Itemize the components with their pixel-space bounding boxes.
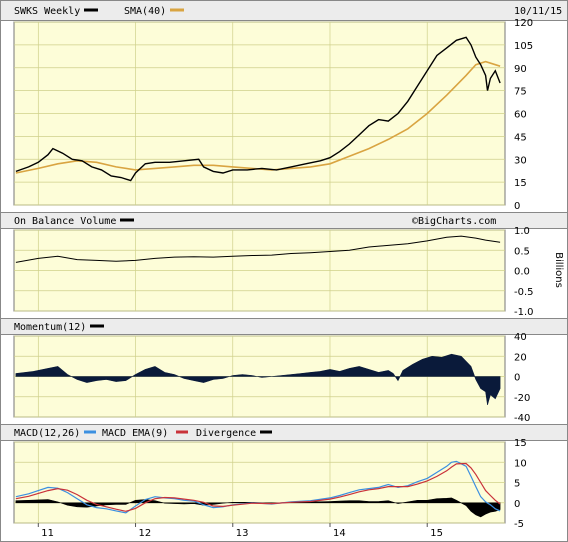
y-tick-label: 5 [514, 479, 520, 490]
y-tick-label: 75 [514, 87, 527, 98]
x-axis: 11 12 13 14 15 [37, 523, 443, 539]
y-tick-label: 10 [514, 458, 527, 469]
momentum-y-axis: 40 20 0 -20 -40 [514, 332, 530, 424]
sma-legend-label: SMA(40) [124, 6, 166, 17]
y-tick-label: 90 [514, 64, 527, 75]
macd-ema-series-line [15, 462, 501, 512]
y-tick-label: 30 [514, 155, 527, 166]
y-tick-label: 0 [514, 373, 520, 384]
momentum-series-area [15, 353, 501, 405]
y-tick-label: 60 [514, 110, 527, 121]
price-y-axis: 120 105 90 75 60 45 30 15 0 [514, 18, 533, 212]
y-tick-label: 40 [514, 332, 527, 343]
macd-ema-legend-label: MACD EMA(9) [102, 428, 168, 439]
y-tick-label: 0 [514, 499, 520, 510]
x-tick-label: 11 [41, 528, 54, 539]
y-tick-label: -5 [514, 519, 524, 530]
y-tick-label: -20 [514, 393, 530, 404]
y-tick-label: 120 [514, 18, 533, 29]
momentum-title: Momentum(12) [14, 322, 86, 333]
x-tick-label: 14 [333, 528, 346, 539]
y-tick-label: -40 [514, 413, 530, 424]
y-tick-label: -1.0 [514, 307, 534, 318]
obv-y-label: Billions [553, 252, 564, 288]
y-tick-label: 15 [514, 178, 527, 189]
y-tick-label: -0.5 [514, 287, 534, 298]
y-tick-label: 0 [514, 201, 520, 212]
obv-grid [14, 229, 505, 312]
x-tick-label: 12 [139, 528, 152, 539]
divergence-legend-label: Divergence [196, 428, 256, 439]
y-tick-label: 0.5 [514, 246, 530, 257]
y-tick-label: 105 [514, 41, 533, 52]
price-series-line [15, 36, 501, 182]
macd-legend-label: MACD(12,26) [14, 428, 80, 439]
y-tick-label: 20 [514, 352, 527, 363]
y-tick-label: 1.0 [514, 226, 530, 237]
y-tick-label: 15 [514, 438, 527, 449]
obv-y-axis: 1.0 0.5 0.0 -0.5 -1.0 [514, 226, 534, 318]
x-tick-label: 15 [430, 528, 443, 539]
obv-title: On Balance Volume [14, 216, 116, 227]
chart-date: 10/11/15 [514, 6, 562, 17]
price-title: SWKS Weekly [14, 6, 80, 17]
y-tick-label: 45 [514, 132, 527, 143]
obv-series-line [15, 235, 501, 263]
macd-y-axis: 15 10 5 0 -5 [514, 438, 527, 530]
x-tick-label: 13 [236, 528, 249, 539]
y-tick-label: 0.0 [514, 267, 530, 278]
price-grid [14, 21, 505, 206]
watermark: ©BigCharts.com [412, 216, 496, 227]
